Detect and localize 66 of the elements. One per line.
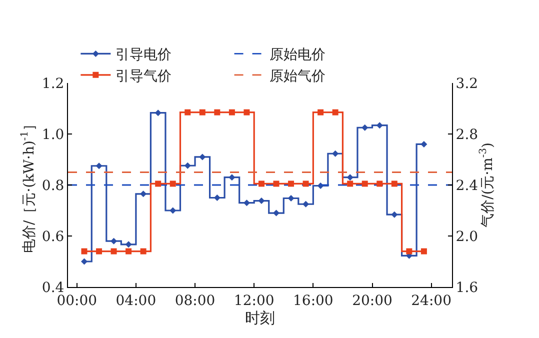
point (243, 200, 250, 206)
point (346, 174, 354, 181)
point (302, 180, 309, 187)
point (154, 110, 162, 116)
point (228, 109, 235, 116)
point (362, 124, 368, 131)
y2-tick-label: 2.0 (456, 228, 478, 245)
x-tick-label: 20:00 (352, 292, 392, 309)
point (273, 180, 280, 187)
point (228, 174, 236, 181)
point (170, 207, 176, 214)
y2-tick-label: 1.6 (456, 280, 478, 296)
y-tick-label: 0.6 (42, 228, 64, 245)
legend-label: 引导气价 (116, 68, 172, 84)
point (258, 180, 264, 187)
point (244, 109, 250, 116)
point (391, 211, 398, 218)
legend-label: 原始电价 (269, 47, 326, 64)
point (214, 109, 220, 116)
point (184, 162, 191, 169)
legend-label: 原始气价 (269, 68, 326, 84)
point (125, 241, 132, 248)
point (199, 109, 206, 116)
y-tick-label: 0.8 (42, 178, 64, 194)
point (406, 248, 412, 254)
point (376, 122, 383, 129)
point (420, 248, 427, 254)
point (347, 180, 354, 187)
point (332, 109, 338, 116)
y2-tick-label: 2.4 (456, 178, 478, 194)
point (170, 180, 176, 187)
y2-tick-label: 3.2 (456, 76, 478, 92)
point (110, 238, 118, 244)
point (199, 154, 206, 160)
point (273, 210, 280, 216)
x-tick-label: 04:00 (116, 292, 156, 309)
point (332, 150, 339, 157)
point (184, 109, 191, 116)
point (420, 140, 428, 148)
x-tick-label: 12:00 (234, 292, 274, 309)
point (214, 194, 220, 201)
legend-label: 引导电价 (116, 47, 172, 64)
point (126, 248, 132, 254)
point (96, 162, 102, 170)
point (140, 190, 147, 198)
y2-tick-label: 2.8 (456, 126, 478, 143)
point (318, 109, 324, 116)
point (288, 180, 294, 187)
point (376, 180, 383, 187)
point (110, 248, 117, 254)
x-axis-title: 时刻 (245, 308, 275, 327)
x-tick-label: 24:00 (411, 292, 452, 309)
point (155, 180, 162, 187)
point (391, 180, 398, 187)
x-tick-label: 08:00 (174, 292, 216, 309)
point (96, 248, 102, 254)
y-tick-label: 1.0 (42, 126, 64, 143)
point (288, 195, 294, 202)
point (81, 258, 88, 265)
point (302, 200, 310, 208)
point (81, 248, 88, 254)
point (258, 198, 265, 204)
point (140, 248, 146, 254)
y-tick-label: 1.2 (42, 76, 64, 92)
point (362, 180, 368, 187)
x-tick-label: 16:00 (292, 292, 334, 309)
